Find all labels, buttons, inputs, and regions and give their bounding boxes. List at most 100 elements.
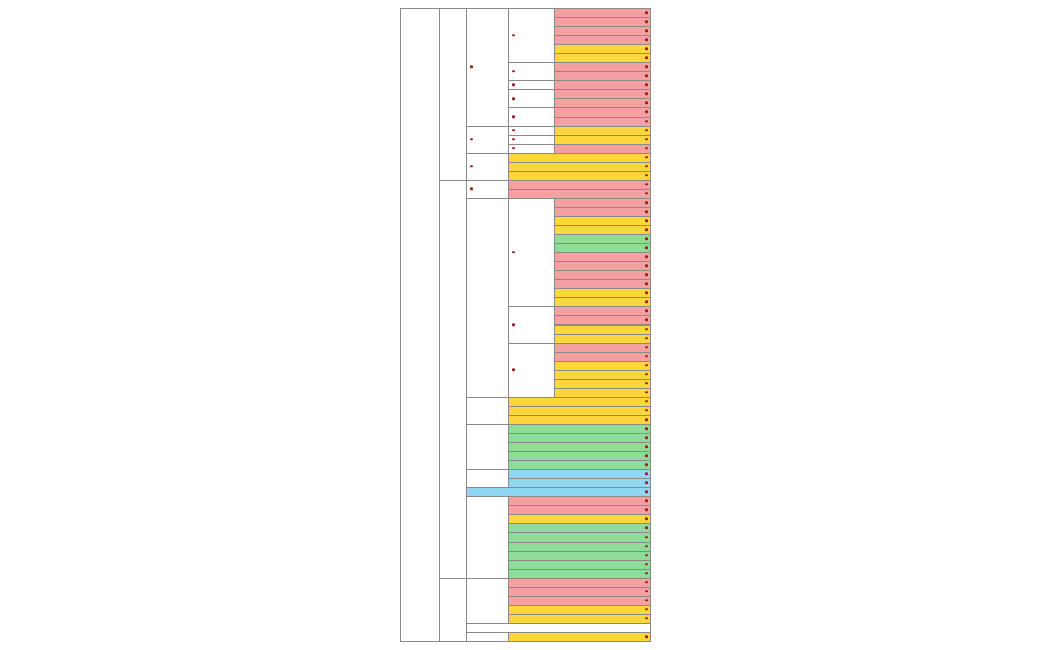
node-label xyxy=(644,155,648,160)
status-dot-icon xyxy=(645,183,648,186)
status-dot-icon xyxy=(645,535,648,539)
status-dot-icon xyxy=(512,323,515,326)
status-dot-icon xyxy=(645,119,648,123)
status-dot-icon xyxy=(645,499,648,503)
status-dot-icon xyxy=(512,137,515,141)
node-label xyxy=(644,372,648,377)
branch-node xyxy=(466,577,509,624)
status-dot-icon xyxy=(645,345,648,349)
node-label xyxy=(644,237,648,241)
status-dot-icon xyxy=(645,391,648,394)
status-dot-icon xyxy=(645,544,648,548)
node-label xyxy=(644,535,648,540)
status-dot-icon xyxy=(645,174,648,177)
node-label xyxy=(644,174,648,178)
node-label xyxy=(644,571,648,576)
node-label xyxy=(644,74,648,79)
branch-node xyxy=(466,396,509,425)
status-dot-icon xyxy=(645,237,648,240)
node-label xyxy=(644,38,648,42)
node-label xyxy=(644,282,648,287)
branch-node xyxy=(400,8,440,642)
status-dot-icon xyxy=(645,11,648,14)
status-dot-icon xyxy=(645,318,648,322)
status-dot-icon xyxy=(645,436,648,439)
branch-node xyxy=(466,469,509,489)
node-label xyxy=(644,291,648,296)
status-dot-icon xyxy=(512,97,515,100)
status-dot-icon xyxy=(645,74,648,78)
node-label xyxy=(511,33,515,38)
status-dot-icon xyxy=(645,481,648,485)
node-label xyxy=(644,65,648,70)
status-dot-icon xyxy=(645,65,648,69)
node-label xyxy=(644,300,648,305)
node-label xyxy=(644,472,648,476)
status-dot-icon xyxy=(645,38,648,41)
branch-node xyxy=(466,152,509,181)
node-label xyxy=(644,137,648,142)
status-dot-icon xyxy=(645,291,648,295)
node-label xyxy=(644,354,648,359)
node-label xyxy=(644,608,648,612)
status-dot-icon xyxy=(645,110,648,114)
node-label xyxy=(644,210,648,214)
node-label xyxy=(644,490,648,495)
branch-node xyxy=(508,306,555,344)
branch-node xyxy=(439,179,467,579)
status-dot-icon xyxy=(645,83,648,87)
status-dot-icon xyxy=(645,219,648,222)
branch-node xyxy=(466,8,509,127)
node-label xyxy=(644,110,648,115)
status-dot-icon xyxy=(645,137,648,141)
status-dot-icon xyxy=(645,517,648,521)
node-label xyxy=(511,146,515,151)
leaf-node xyxy=(508,631,651,642)
node-label xyxy=(511,97,515,101)
status-dot-icon xyxy=(645,282,648,286)
node-label xyxy=(644,617,648,621)
node-label xyxy=(644,29,648,33)
node-label xyxy=(511,128,515,133)
status-dot-icon xyxy=(645,490,648,494)
status-dot-icon xyxy=(645,201,648,204)
node-label xyxy=(644,599,648,603)
status-dot-icon xyxy=(645,372,648,376)
node-label xyxy=(644,146,648,151)
branch-node xyxy=(508,8,555,64)
status-dot-icon xyxy=(512,115,515,118)
node-label xyxy=(644,590,648,594)
status-dot-icon xyxy=(645,228,648,231)
node-label xyxy=(644,11,648,15)
status-dot-icon xyxy=(512,368,515,372)
node-label xyxy=(644,128,648,133)
node-label xyxy=(644,635,648,639)
status-dot-icon xyxy=(512,128,515,132)
status-dot-icon xyxy=(645,128,648,132)
node-label xyxy=(469,164,473,169)
status-dot-icon xyxy=(645,608,648,611)
node-label xyxy=(644,164,648,169)
status-dot-icon xyxy=(645,463,648,466)
status-dot-icon xyxy=(645,192,648,195)
status-dot-icon xyxy=(645,101,648,105)
node-label xyxy=(644,92,648,97)
node-label xyxy=(644,508,648,513)
branch-node xyxy=(439,8,467,181)
node-label xyxy=(511,115,515,119)
branch-node xyxy=(508,197,555,308)
status-dot-icon xyxy=(645,418,648,421)
node-label xyxy=(644,273,648,278)
status-dot-icon xyxy=(645,599,648,602)
node-label xyxy=(644,201,648,205)
status-dot-icon xyxy=(645,255,648,259)
status-dot-icon xyxy=(470,137,473,141)
node-label xyxy=(644,544,648,549)
status-dot-icon xyxy=(645,526,648,530)
node-label xyxy=(644,183,648,187)
status-dot-icon xyxy=(645,445,648,448)
status-dot-icon xyxy=(512,250,515,254)
node-label xyxy=(644,454,648,458)
status-dot-icon xyxy=(470,187,473,191)
status-dot-icon xyxy=(512,146,515,150)
